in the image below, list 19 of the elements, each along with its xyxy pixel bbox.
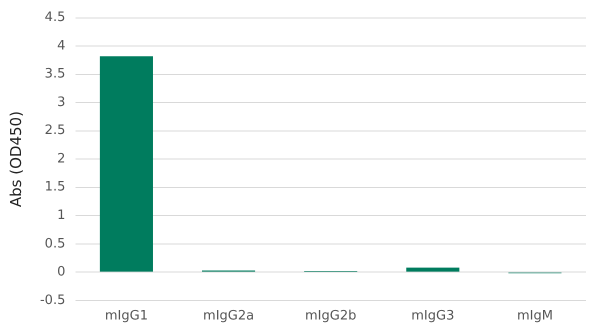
y-tick-label: 2.5 [44, 123, 66, 138]
y-tick-label: 1.5 [44, 180, 66, 195]
y-tick-label: -0.5 [40, 292, 66, 308]
y-tick-label: 4 [57, 38, 66, 54]
y-tick-label: 3.5 [44, 66, 66, 82]
x-tick-label: mIgM [516, 308, 553, 324]
y-tick-label: 4.5 [44, 10, 66, 26]
y-tick-label: 0 [57, 264, 66, 280]
bar [100, 56, 153, 272]
y-axis-title: Abs (OD450) [6, 111, 25, 208]
x-tick-label: mIgG2b [305, 308, 356, 324]
y-tick-label: 1 [57, 208, 66, 223]
x-tick-label: mIgG1 [104, 308, 148, 324]
x-tick-label: mIgG3 [411, 308, 454, 324]
bar [406, 268, 460, 272]
y-tick-label: 2 [57, 151, 66, 166]
x-tick-label: mIgG2a [203, 308, 254, 324]
y-tick-label: 3 [57, 94, 66, 110]
y-tick-label: 0.5 [44, 236, 66, 252]
